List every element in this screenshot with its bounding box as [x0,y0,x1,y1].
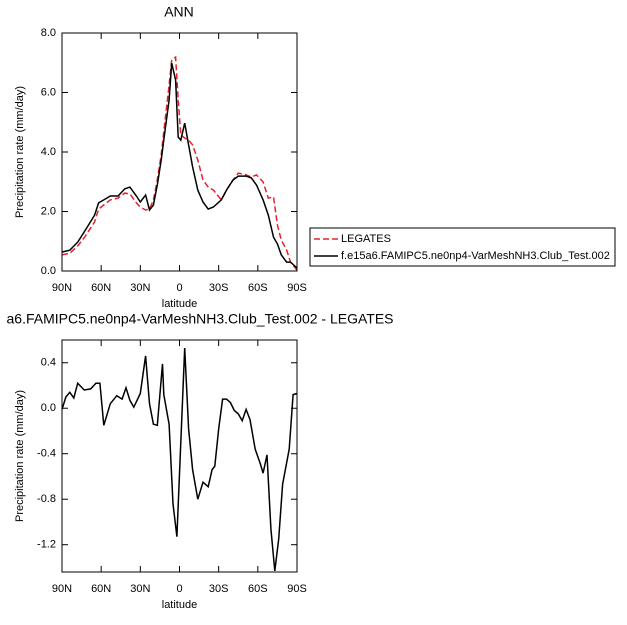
x-tick-label: 30S [209,583,229,595]
y-axis-label: Precipitation rate (mm/day) [14,390,26,522]
x-axis-label: latitude [162,599,197,611]
x-tick-label: 90S [287,583,307,595]
x-tick-label: 0 [176,282,182,294]
chart-title: a6.FAMIPC5.ne0np4-VarMeshNH3.Club_Test.0… [7,311,394,327]
y-tick-label: 2.0 [41,205,56,217]
x-tick-label: 60N [91,583,111,595]
y-tick-label: -0.4 [37,448,56,460]
y-tick-label: 8.0 [41,27,56,39]
x-tick-label: 0 [176,583,182,595]
y-tick-label: 0.4 [41,357,56,369]
plot-frame [61,32,298,272]
y-tick-label: 0.0 [41,402,56,414]
y-tick-label: -0.8 [37,493,56,505]
x-tick-label: 60S [248,282,268,294]
y-tick-label: -1.2 [37,539,56,551]
x-tick-label: 30S [209,282,229,294]
y-tick-label: 4.0 [41,146,56,158]
x-tick-label: 60S [248,583,268,595]
x-axis-label: latitude [162,298,197,310]
y-tick-label: 0.0 [41,265,56,277]
legend-box [309,227,616,267]
x-tick-label: 90S [287,282,307,294]
chart-title: ANN [164,4,194,20]
y-axis-label: Precipitation rate (mm/day) [14,86,26,218]
data-line [61,55,298,271]
legend-label: LEGATES [341,233,391,245]
x-tick-label: 90N [52,583,72,595]
y-tick-label: 6.0 [41,86,56,98]
x-tick-label: 30N [130,583,150,595]
x-tick-label: 30N [130,282,150,294]
legend-label: f.e15a6.FAMIPC5.ne0np4-VarMeshNH3.Club_T… [341,250,610,262]
plot-frame [61,339,298,573]
x-tick-label: 90N [52,282,72,294]
x-tick-label: 60N [91,282,111,294]
data-line [61,347,298,571]
data-line [61,62,298,269]
